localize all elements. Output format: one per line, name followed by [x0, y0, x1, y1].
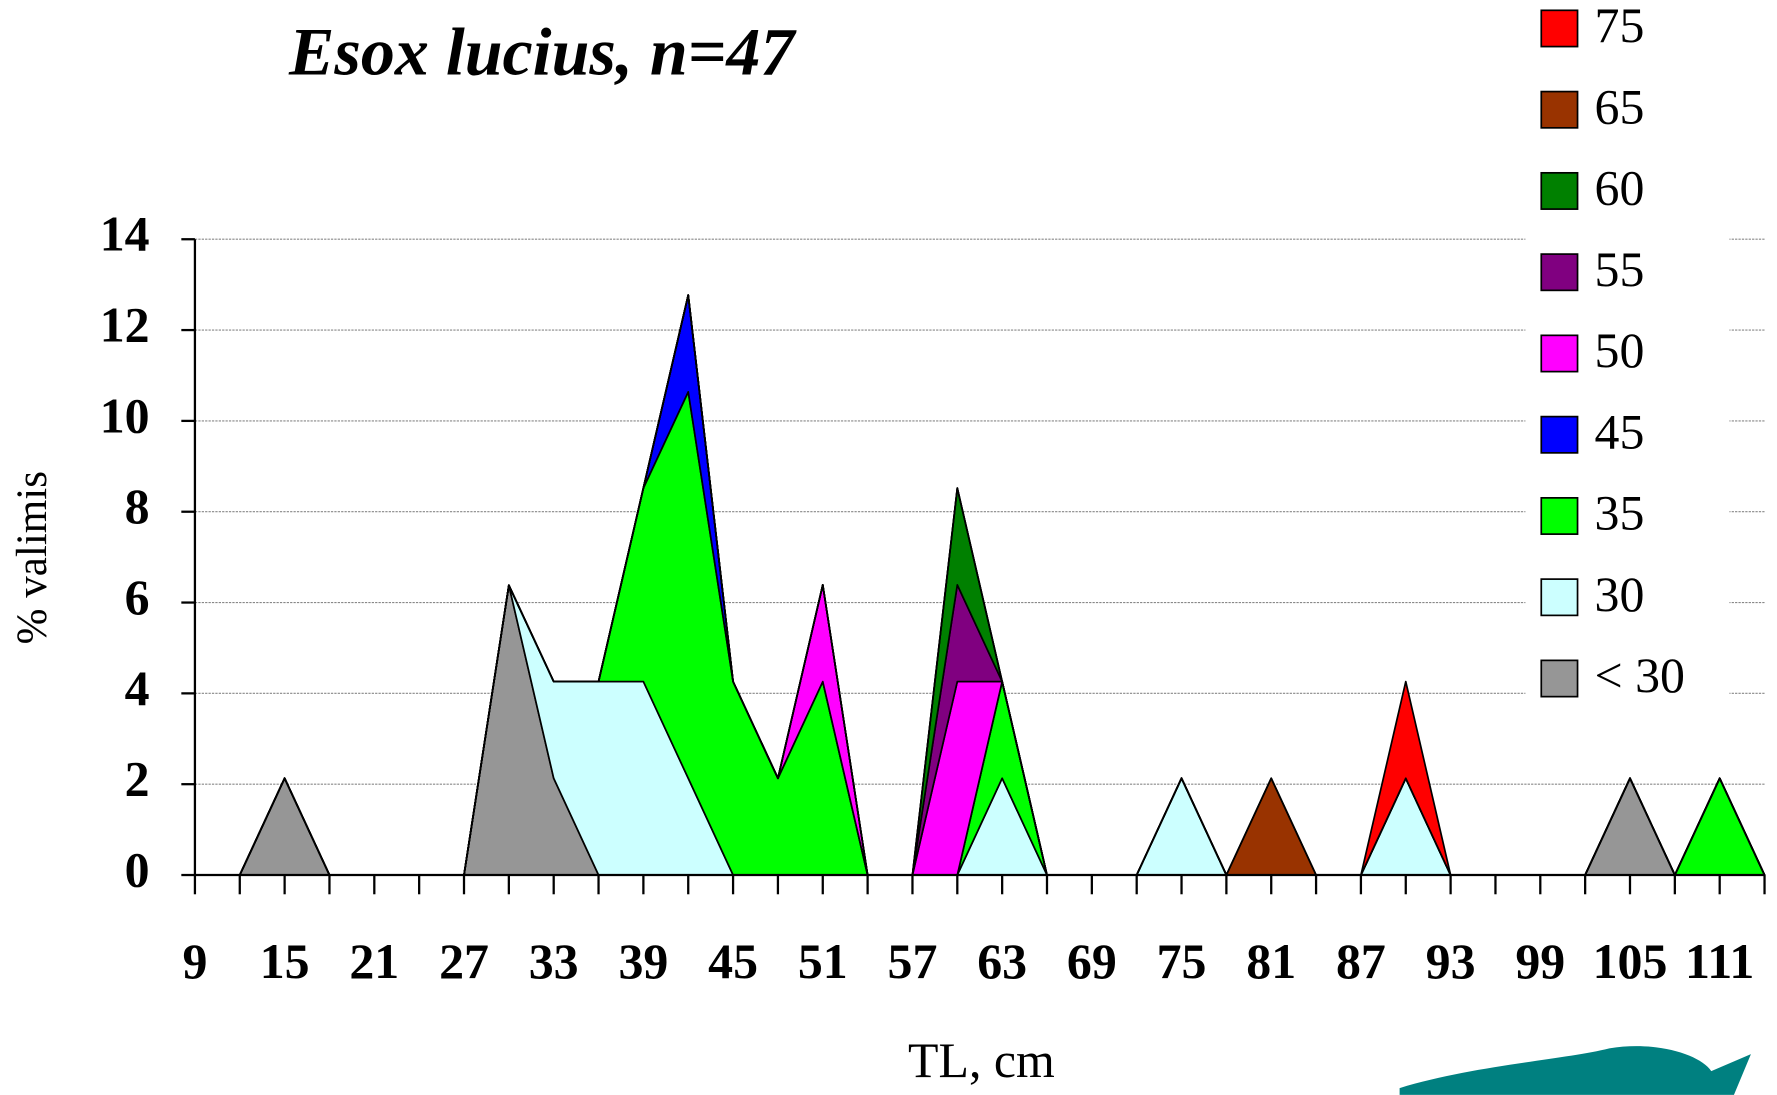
y-tick-label: 6 [125, 570, 150, 625]
x-tick-label: 81 [1246, 934, 1296, 989]
x-tick-label: 21 [349, 934, 399, 989]
x-tick-label: 27 [439, 934, 489, 989]
y-tick-label: 14 [100, 207, 150, 262]
x-axis-label: TL, cm [908, 1033, 1055, 1088]
x-tick-label: 99 [1515, 934, 1565, 989]
y-tick-label: 8 [125, 479, 150, 534]
legend-swatch [1540, 415, 1579, 454]
legend-label: 35 [1595, 486, 1645, 541]
x-tick-label: 51 [798, 934, 848, 989]
x-tick-label: 9 [182, 934, 207, 989]
chart-title: Esox lucius, n=47 [288, 14, 797, 90]
legend-swatch [1540, 171, 1579, 210]
x-tick-label: 105 [1593, 934, 1668, 989]
x-tick-label: 57 [888, 934, 938, 989]
x-tick-label: 87 [1336, 934, 1386, 989]
x-tick-label: 15 [260, 934, 310, 989]
legend-swatch [1540, 659, 1579, 698]
legend-label: 50 [1595, 323, 1645, 378]
y-axis-label: % valimis [9, 471, 56, 644]
legend-label: 60 [1595, 161, 1645, 216]
x-tick-label: 69 [1067, 934, 1117, 989]
legend-swatch [1540, 497, 1579, 535]
legend-swatch [1540, 90, 1579, 129]
legend-swatch [1540, 9, 1579, 48]
legend-swatch [1540, 578, 1579, 617]
x-tick-label: 33 [529, 934, 579, 989]
x-tick-label: 111 [1685, 934, 1754, 989]
y-tick-label: 0 [125, 842, 150, 897]
x-tick-label: 63 [977, 934, 1027, 989]
x-tick-label: 93 [1426, 934, 1476, 989]
legend-label: 65 [1595, 79, 1645, 134]
y-tick-label: 2 [125, 752, 150, 807]
y-tick-label: 10 [100, 388, 150, 443]
y-tick-label: 12 [100, 298, 150, 353]
legend-label: 75 [1595, 0, 1645, 53]
legend-label: 45 [1595, 404, 1645, 459]
legend-label: < 30 [1595, 648, 1685, 703]
x-tick-label: 39 [618, 934, 668, 989]
x-tick-label: 45 [708, 934, 758, 989]
decoration [1399, 1046, 1751, 1095]
x-tick-label: 75 [1157, 934, 1207, 989]
y-tick-label: 4 [125, 661, 150, 716]
legend-swatch [1540, 253, 1579, 292]
legend-label: 30 [1595, 567, 1645, 622]
legend-label: 55 [1595, 242, 1645, 297]
legend-swatch [1540, 334, 1579, 373]
